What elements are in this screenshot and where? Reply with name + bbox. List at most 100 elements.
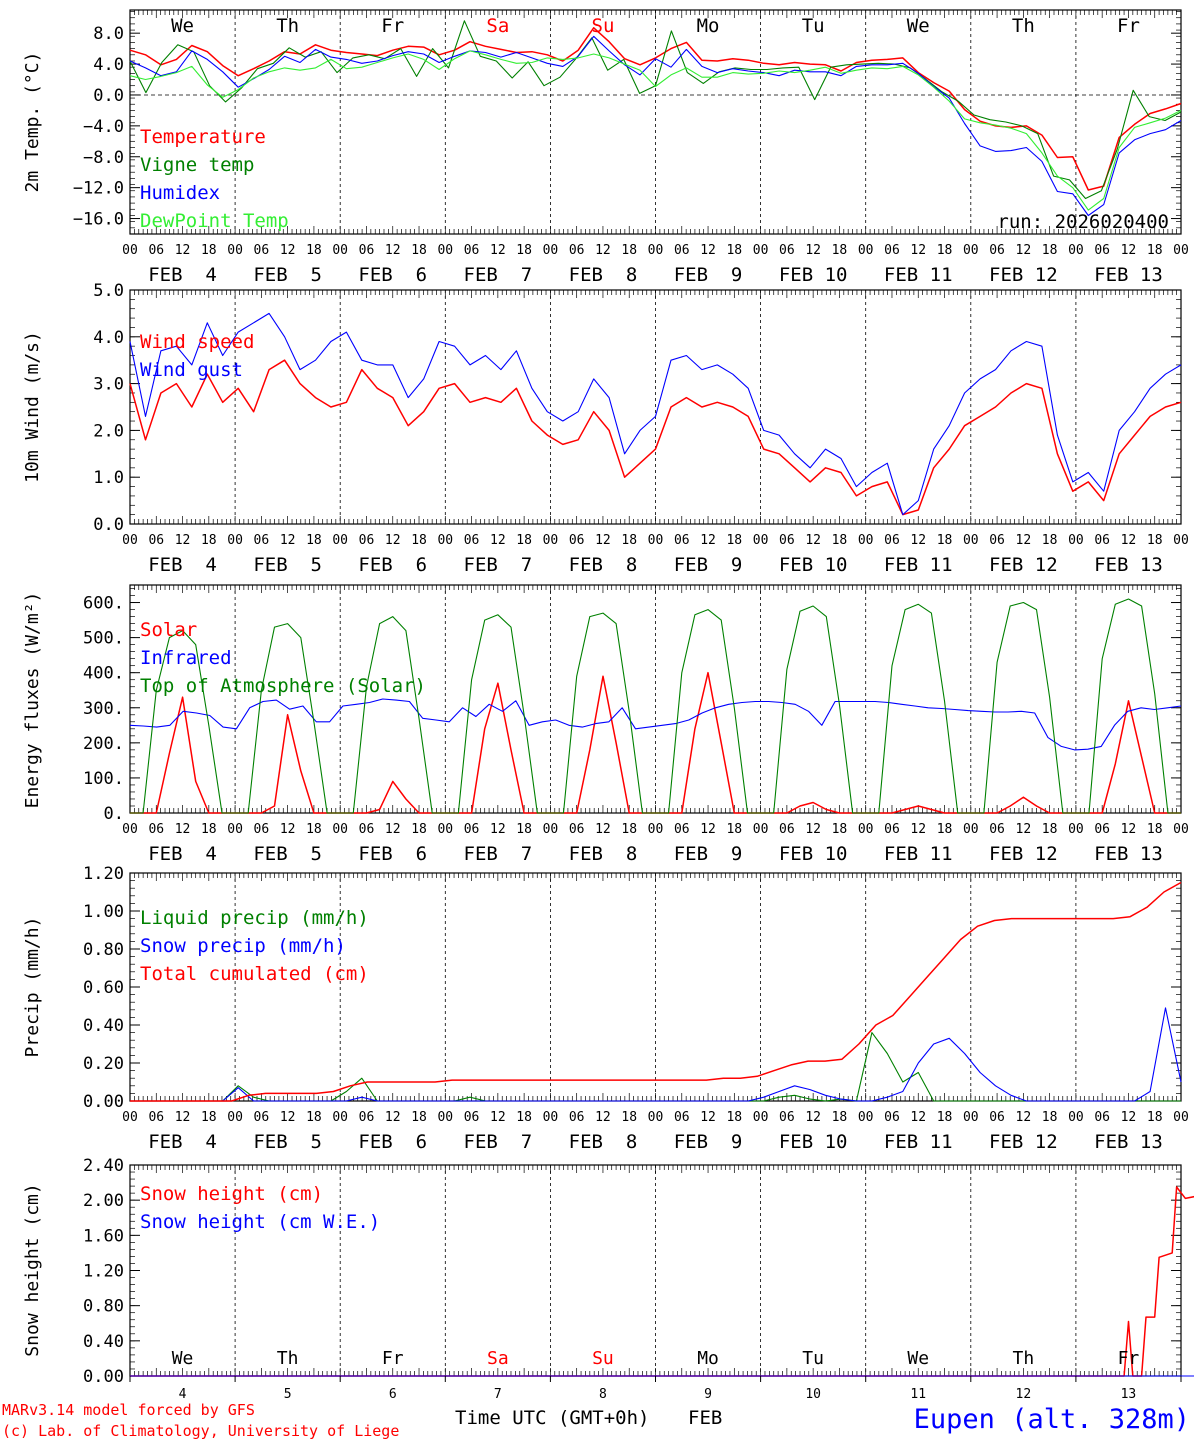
day-number-label: 13	[1121, 1387, 1137, 1402]
hour-tick-label: 18	[832, 243, 848, 258]
y-tick-label: −12.0	[73, 179, 124, 199]
day-of-week-label: Sa	[486, 15, 509, 37]
legend-entry: Humidex	[140, 182, 220, 204]
hour-tick-label: 12	[280, 1110, 296, 1125]
hour-tick-label: 06	[674, 1110, 690, 1125]
hour-tick-label: 06	[464, 533, 480, 548]
hour-tick-label: 00	[227, 1110, 243, 1125]
hour-tick-label: 06	[148, 243, 164, 258]
x-axis-month: FEB	[688, 1407, 722, 1429]
hour-tick-label: 12	[385, 243, 401, 258]
y-tick-label: 8.0	[93, 24, 124, 44]
hour-tick-label: 12	[805, 1110, 821, 1125]
hour-tick-label: 12	[1121, 822, 1137, 837]
hour-tick-label: 06	[148, 1110, 164, 1125]
day-of-week-label: Su	[592, 15, 615, 37]
hour-tick-label: 12	[910, 822, 926, 837]
day-number-label: 7	[494, 1387, 502, 1402]
hour-tick-label: 06	[569, 533, 585, 548]
date-label: FEB 7	[464, 1131, 533, 1153]
hour-tick-label: 12	[595, 533, 611, 548]
day-of-week-label: Fr	[382, 1348, 404, 1369]
series-line-snow-precip-mm-h-	[130, 1007, 1182, 1102]
day-number-label: 4	[179, 1387, 187, 1402]
run-label: run: 2026020400	[997, 211, 1169, 233]
hour-tick-label: 18	[832, 822, 848, 837]
hour-tick-label: 00	[858, 533, 874, 548]
hour-tick-label: 12	[1016, 822, 1032, 837]
y-axis-label: Precip (mm/h)	[22, 917, 43, 1058]
y-tick-label: 300.	[83, 699, 124, 719]
hour-tick-label: 00	[963, 243, 979, 258]
hour-tick-label: 12	[910, 1110, 926, 1125]
hour-tick-label: 12	[910, 243, 926, 258]
hour-tick-label: 12	[1016, 243, 1032, 258]
hour-tick-label: 06	[989, 243, 1005, 258]
y-axis-label: 10m Wind (m/s)	[22, 331, 43, 483]
date-label: FEB 10	[779, 843, 848, 865]
legend-entry: Wind gust	[140, 359, 243, 381]
hour-tick-label: 18	[1147, 243, 1163, 258]
hour-tick-label: 18	[1042, 533, 1058, 548]
hour-tick-label: 12	[700, 533, 716, 548]
hour-tick-label: 00	[1068, 243, 1084, 258]
date-label: FEB 11	[884, 1131, 953, 1153]
hour-tick-label: 18	[832, 1110, 848, 1125]
hour-tick-label: 06	[464, 1110, 480, 1125]
hour-tick-label: 18	[201, 533, 217, 548]
hour-tick-label: 06	[779, 1110, 795, 1125]
hour-tick-label: 06	[359, 1110, 375, 1125]
hour-tick-label: 00	[858, 243, 874, 258]
hour-tick-label: 00	[648, 243, 664, 258]
date-label: FEB 10	[779, 264, 848, 286]
date-label: FEB 7	[464, 843, 533, 865]
day-of-week-label: We	[171, 15, 194, 37]
hour-tick-label: 18	[516, 1110, 532, 1125]
hour-tick-label: 12	[175, 243, 191, 258]
y-tick-label: 0.	[104, 804, 124, 824]
hour-tick-label: 06	[359, 243, 375, 258]
y-tick-label: −16.0	[73, 210, 124, 230]
date-label: FEB 9	[674, 554, 743, 576]
y-tick-label: 600.	[83, 594, 124, 614]
hour-tick-label: 00	[332, 533, 348, 548]
date-label: FEB 11	[884, 843, 953, 865]
hour-tick-label: 06	[674, 822, 690, 837]
hour-tick-label: 12	[805, 533, 821, 548]
hour-tick-label: 00	[963, 533, 979, 548]
hour-tick-label: 12	[490, 822, 506, 837]
y-tick-label: 100.	[83, 769, 124, 789]
date-label: FEB 6	[358, 843, 427, 865]
hour-tick-label: 18	[1042, 822, 1058, 837]
date-label: FEB 13	[1094, 843, 1163, 865]
y-tick-label: 1.00	[83, 902, 124, 922]
hour-tick-label: 18	[306, 533, 322, 548]
hour-tick-label: 00	[122, 1110, 138, 1125]
day-of-week-label: We	[907, 1348, 929, 1369]
date-label: FEB 7	[464, 264, 533, 286]
hour-tick-label: 00	[437, 1110, 453, 1125]
hour-tick-label: 06	[359, 822, 375, 837]
hour-tick-label: 12	[175, 1110, 191, 1125]
hour-tick-label: 06	[779, 533, 795, 548]
hour-tick-label: 18	[201, 243, 217, 258]
date-label: FEB 4	[148, 1131, 217, 1153]
series-line-top-of-atmosphere-solar-	[130, 598, 1181, 814]
hour-tick-label: 00	[963, 822, 979, 837]
hour-tick-label: 06	[254, 533, 270, 548]
date-label: FEB 8	[569, 264, 638, 286]
day-number-label: 10	[805, 1387, 821, 1402]
hour-tick-label: 00	[1173, 243, 1189, 258]
hour-tick-label: 06	[989, 1110, 1005, 1125]
hour-tick-label: 00	[122, 243, 138, 258]
date-label: FEB 9	[674, 843, 743, 865]
y-tick-label: 0.20	[83, 1054, 124, 1074]
date-label: FEB 12	[989, 1131, 1058, 1153]
hour-tick-label: 06	[148, 533, 164, 548]
y-tick-label: −8.0	[83, 148, 124, 168]
station-label: Eupen (alt. 328m)	[914, 1404, 1190, 1435]
date-label: FEB 5	[253, 554, 322, 576]
hour-tick-label: 06	[884, 243, 900, 258]
hour-tick-label: 00	[543, 533, 559, 548]
series-line-infrared	[129, 698, 1182, 751]
